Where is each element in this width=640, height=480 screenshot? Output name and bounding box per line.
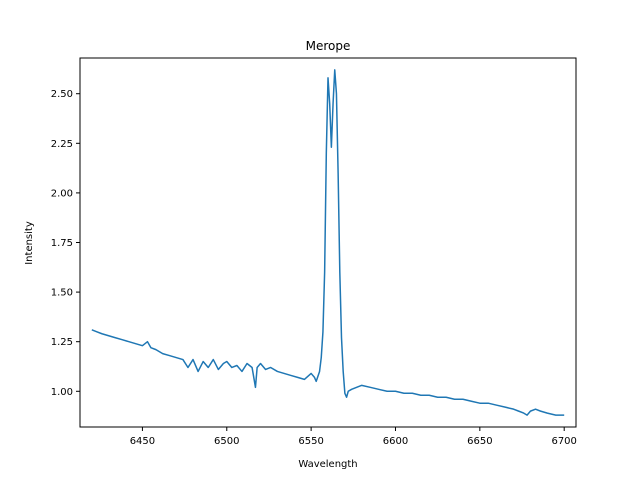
y-tick-label: 2.25 [51,139,73,150]
x-axis: 6450 6500 6550 6600 6650 6700 [130,427,577,447]
x-tick-label: 6600 [383,436,408,447]
plot-frame [79,57,577,428]
y-tick-label: 2.50 [51,89,73,100]
x-tick-label: 6450 [130,436,155,447]
x-tick-label: 6550 [298,436,323,447]
x-axis-label: Wavelength [298,459,357,470]
y-axis: 1.00 1.25 1.50 1.75 2.00 2.25 2.50 [51,89,80,398]
chart-title: Merope [306,39,351,53]
y-tick-label: 2.00 [51,188,73,199]
y-tick-label: 1.75 [51,238,73,249]
x-tick-label: 6650 [467,436,492,447]
y-axis-label: Intensity [24,221,35,265]
y-tick-label: 1.25 [51,337,73,348]
x-tick-label: 6700 [551,436,576,447]
x-tick-label: 6500 [214,436,239,447]
y-tick-label: 1.00 [51,387,73,398]
series-line [91,69,565,416]
y-tick-label: 1.50 [51,288,73,299]
